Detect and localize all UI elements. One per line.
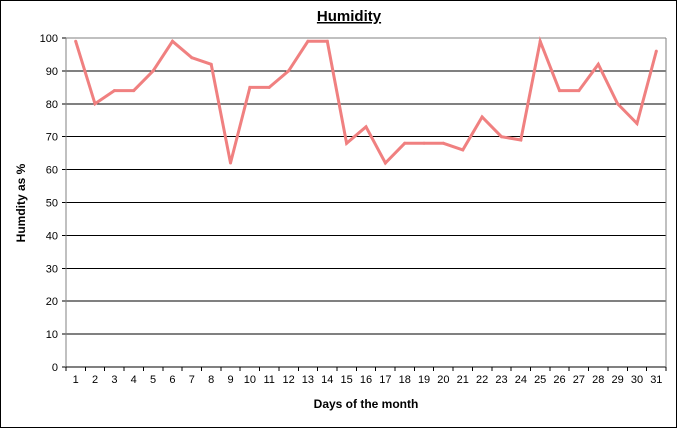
data-point-day-14: [325, 39, 329, 43]
x-tick-label: 12: [282, 374, 294, 386]
data-point-day-3: [112, 89, 116, 93]
y-tick-label: 60: [46, 165, 58, 177]
x-tick-label: 13: [302, 374, 314, 386]
x-tick-label: 6: [169, 374, 175, 386]
x-tick-label: 27: [573, 374, 585, 386]
x-tick-label: 22: [476, 374, 488, 386]
data-point-day-7: [190, 56, 194, 60]
data-point-day-8: [209, 62, 213, 66]
x-tick-label: 4: [131, 374, 137, 386]
data-point-day-28: [596, 62, 600, 66]
gridlines: [66, 37, 666, 367]
data-point-day-18: [403, 141, 407, 145]
x-tick-label: 15: [341, 374, 353, 386]
x-tick-label: 19: [418, 374, 430, 386]
y-tick-label: 10: [46, 329, 58, 341]
data-point-day-17: [383, 161, 387, 165]
x-tick-label: 5: [150, 374, 156, 386]
data-point-day-6: [170, 39, 174, 43]
y-tick-label: 30: [46, 263, 58, 275]
y-axis-title: Humdity as %: [14, 163, 28, 242]
x-tick-label: 3: [111, 374, 117, 386]
x-tick-label: 2: [92, 374, 98, 386]
data-point-day-5: [151, 69, 155, 73]
x-tick-label: 9: [227, 374, 233, 386]
x-axis-title: Days of the month: [314, 397, 419, 411]
data-point-day-24: [519, 138, 523, 142]
axes: [62, 37, 667, 371]
y-tick-label: 70: [46, 132, 58, 144]
x-tick-label: 31: [650, 374, 662, 386]
x-tick-label: 24: [515, 374, 527, 386]
data-point-day-22: [480, 115, 484, 119]
data-point-day-16: [364, 125, 368, 129]
y-tick-label: 0: [52, 362, 58, 374]
x-tick-label: 7: [189, 374, 195, 386]
x-tick-label: 17: [379, 374, 391, 386]
x-tick-label: 20: [437, 374, 449, 386]
x-tick-label: 28: [592, 374, 604, 386]
y-tick-label: 90: [46, 66, 58, 78]
x-tick-label: 8: [208, 374, 214, 386]
data-point-day-12: [287, 69, 291, 73]
x-tick-label: 25: [534, 374, 546, 386]
data-point-day-4: [132, 89, 136, 93]
x-tick-label: 29: [611, 374, 623, 386]
series-layer: [74, 35, 658, 166]
data-point-day-15: [345, 141, 349, 145]
data-point-day-21: [461, 148, 465, 152]
data-point-day-26: [558, 89, 562, 93]
data-point-day-19: [422, 141, 426, 145]
x-tick-label: 18: [399, 374, 411, 386]
y-tick-label: 40: [46, 230, 58, 242]
data-point-day-31: [654, 49, 658, 53]
x-tick-label: 11: [264, 374, 275, 386]
data-point-day-9: [229, 161, 233, 165]
y-tick-label: 80: [46, 99, 58, 111]
data-point-day-25: [538, 39, 542, 43]
data-point-day-10: [248, 85, 252, 89]
data-point-day-1: [74, 39, 78, 43]
data-point-day-30: [635, 122, 639, 126]
x-tick-label: 21: [457, 374, 469, 386]
chart-title: Humidity: [317, 8, 382, 25]
data-point-day-2: [93, 102, 97, 106]
data-point-day-23: [499, 135, 503, 139]
x-tick-label: 14: [321, 374, 333, 386]
y-tick-label: 100: [40, 33, 58, 45]
x-tick-label: 16: [360, 374, 372, 386]
data-point-day-11: [267, 85, 271, 89]
data-point-day-20: [441, 141, 445, 145]
x-tick-label: 23: [495, 374, 507, 386]
x-tick-label: 30: [631, 374, 643, 386]
data-point-day-13: [306, 39, 310, 43]
data-point-day-29: [616, 102, 620, 106]
y-tick-label: 20: [46, 296, 58, 308]
y-tick-label: 50: [46, 198, 58, 210]
x-tick-label: 1: [73, 374, 79, 386]
x-tick-label: 10: [244, 374, 256, 386]
x-tick-label: 26: [553, 374, 565, 386]
data-point-day-27: [577, 89, 581, 93]
